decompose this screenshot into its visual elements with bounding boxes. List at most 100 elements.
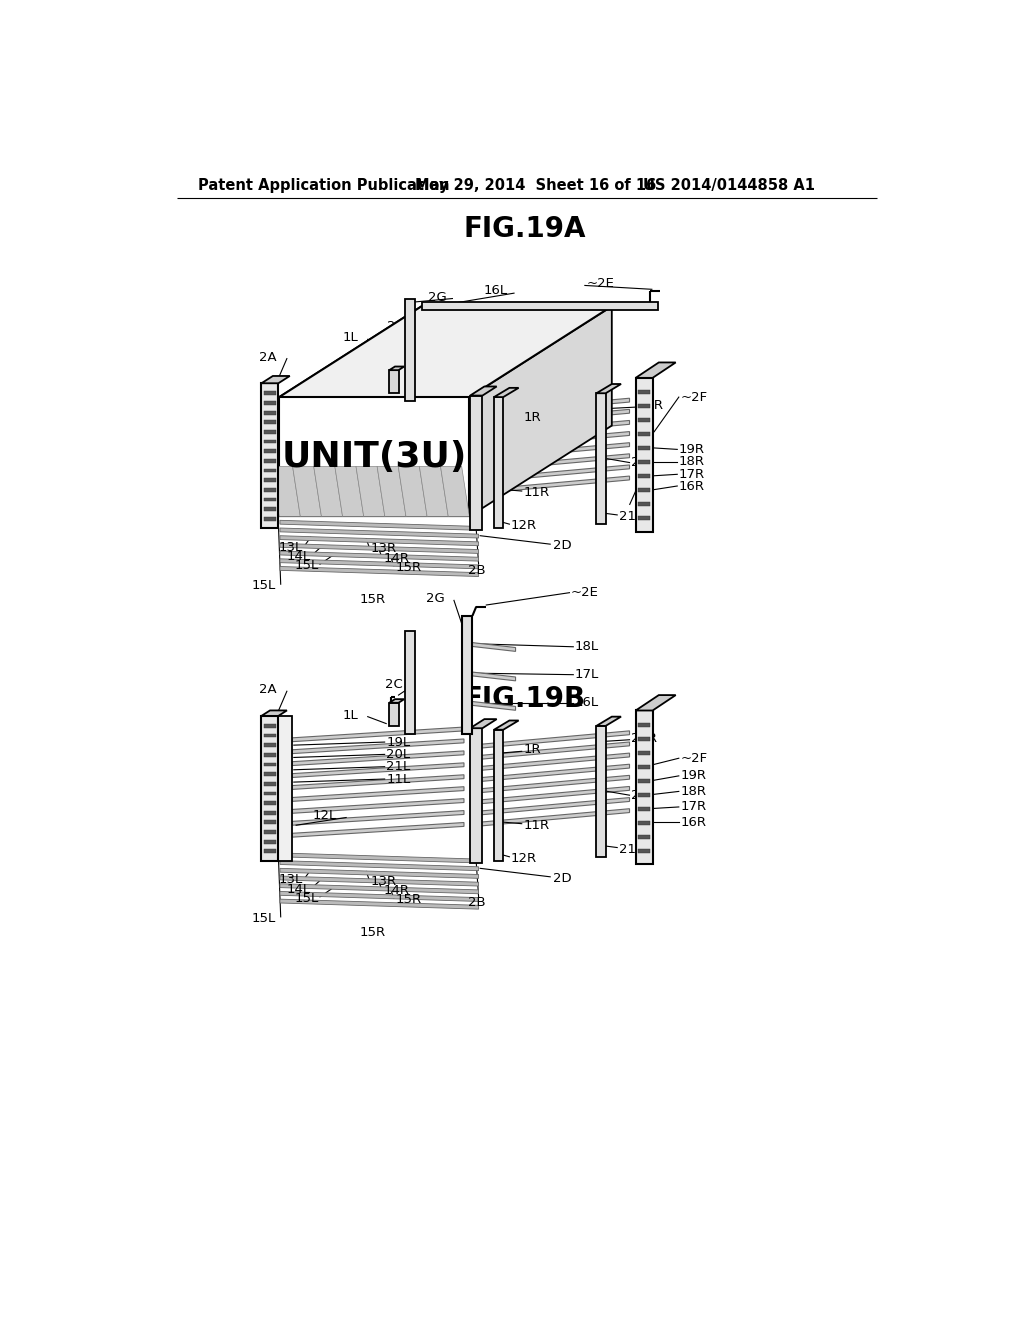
Polygon shape xyxy=(462,642,515,651)
Text: 17R: 17R xyxy=(679,467,705,480)
Polygon shape xyxy=(636,696,676,710)
Text: 15R: 15R xyxy=(395,561,422,574)
Polygon shape xyxy=(280,536,478,545)
Bar xyxy=(264,401,276,405)
Text: 21R: 21R xyxy=(618,842,645,855)
Text: 13R: 13R xyxy=(371,875,397,888)
Bar xyxy=(638,404,650,408)
Text: 2A: 2A xyxy=(259,684,276,696)
Bar xyxy=(638,433,650,436)
Text: 14R: 14R xyxy=(383,884,410,898)
Polygon shape xyxy=(469,306,611,516)
Bar xyxy=(264,801,276,805)
Polygon shape xyxy=(475,454,630,471)
Text: 19R: 19R xyxy=(679,444,705,455)
Text: 2D: 2D xyxy=(553,539,571,552)
Polygon shape xyxy=(313,466,343,516)
Polygon shape xyxy=(280,876,478,886)
Polygon shape xyxy=(280,552,478,561)
Bar xyxy=(264,763,276,767)
Polygon shape xyxy=(475,764,630,781)
Bar xyxy=(264,734,276,738)
Text: 15L: 15L xyxy=(251,579,275,593)
Text: ~2E: ~2E xyxy=(571,586,599,599)
Text: 2G: 2G xyxy=(427,290,446,304)
Polygon shape xyxy=(389,370,398,393)
Text: 15R: 15R xyxy=(395,894,422,907)
Bar xyxy=(264,821,276,825)
Text: 18R: 18R xyxy=(680,785,707,797)
Text: 15L: 15L xyxy=(294,892,318,906)
Text: 17R: 17R xyxy=(680,800,707,813)
Polygon shape xyxy=(280,861,478,871)
Bar xyxy=(264,810,276,814)
Text: 20R: 20R xyxy=(637,399,664,412)
Text: 2A: 2A xyxy=(259,351,276,363)
Bar xyxy=(264,517,276,520)
Text: 13R: 13R xyxy=(371,543,397,556)
Bar xyxy=(638,461,650,465)
Bar xyxy=(264,752,276,756)
Text: 12L: 12L xyxy=(312,809,337,822)
Polygon shape xyxy=(596,384,621,393)
Polygon shape xyxy=(494,388,518,397)
Polygon shape xyxy=(596,717,621,726)
Text: 1R: 1R xyxy=(523,743,541,756)
Text: 1L: 1L xyxy=(343,709,358,722)
Text: 2B: 2B xyxy=(468,896,485,909)
Text: ~2E: ~2E xyxy=(587,277,614,290)
Polygon shape xyxy=(389,702,398,726)
Polygon shape xyxy=(475,399,630,416)
Text: 16L: 16L xyxy=(483,284,508,297)
Text: FIG.19A: FIG.19A xyxy=(464,215,586,243)
Polygon shape xyxy=(389,367,404,370)
Text: 12R: 12R xyxy=(511,851,537,865)
Bar xyxy=(638,503,650,506)
Text: 15L: 15L xyxy=(294,560,318,573)
Polygon shape xyxy=(292,751,464,766)
Polygon shape xyxy=(470,396,482,531)
Bar xyxy=(638,391,650,395)
Text: 14L: 14L xyxy=(287,883,310,896)
Text: 2H: 2H xyxy=(631,455,649,469)
Text: 302: 302 xyxy=(440,326,466,339)
Polygon shape xyxy=(261,383,279,528)
Text: 16R: 16R xyxy=(680,816,707,829)
Bar xyxy=(264,830,276,834)
Text: 2C: 2C xyxy=(385,677,403,690)
Polygon shape xyxy=(292,822,464,837)
Bar xyxy=(638,737,650,741)
Polygon shape xyxy=(389,700,404,702)
Bar xyxy=(264,420,276,424)
Text: 21L: 21L xyxy=(386,760,411,774)
Polygon shape xyxy=(261,710,287,715)
Bar xyxy=(264,840,276,843)
Bar xyxy=(638,723,650,727)
Text: 18R: 18R xyxy=(679,455,705,469)
Text: 2H: 2H xyxy=(631,788,649,801)
Text: Patent Application Publication: Patent Application Publication xyxy=(199,178,450,193)
Bar xyxy=(264,792,276,796)
Bar xyxy=(264,478,276,482)
Polygon shape xyxy=(475,787,630,804)
Text: 18L: 18L xyxy=(574,640,599,653)
Text: 13L: 13L xyxy=(279,541,303,554)
Polygon shape xyxy=(636,363,676,378)
Polygon shape xyxy=(475,742,630,760)
Polygon shape xyxy=(420,466,449,516)
Polygon shape xyxy=(280,853,478,863)
Polygon shape xyxy=(462,701,515,710)
Bar xyxy=(264,411,276,414)
Text: 2B: 2B xyxy=(468,564,485,577)
Text: 14L: 14L xyxy=(287,550,310,564)
Polygon shape xyxy=(280,544,478,553)
Polygon shape xyxy=(404,631,416,734)
Polygon shape xyxy=(475,754,630,771)
Polygon shape xyxy=(280,528,478,539)
Polygon shape xyxy=(335,466,364,516)
Text: 21R: 21R xyxy=(618,510,645,523)
Text: ~2F: ~2F xyxy=(681,751,709,764)
Polygon shape xyxy=(280,306,611,397)
Bar xyxy=(264,772,276,776)
Text: 11R: 11R xyxy=(523,486,550,499)
